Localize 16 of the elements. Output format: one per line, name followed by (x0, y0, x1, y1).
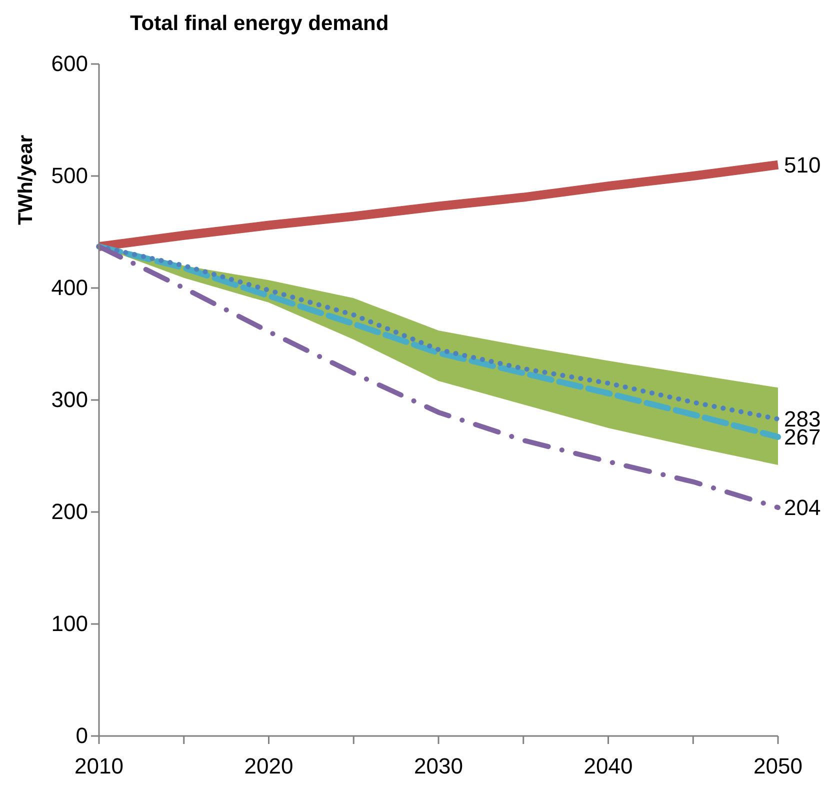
chart-title: Total final energy demand (130, 12, 389, 35)
y-tick-label: 300 (51, 387, 88, 412)
y-tick-label: 0 (76, 723, 88, 748)
y-tick-label: 200 (51, 499, 88, 524)
y-tick-label: 100 (51, 611, 88, 636)
x-tick-label: 2030 (414, 754, 463, 779)
data-label: 510 (784, 152, 821, 178)
y-tick-label: 500 (51, 163, 88, 188)
y-axis-title: TWh/year (15, 134, 37, 226)
x-tick-label: 2020 (244, 754, 294, 779)
y-tick-label: 600 (51, 51, 88, 76)
x-tick-label: 2040 (584, 754, 633, 779)
x-tick-label: 2050 (754, 754, 802, 779)
data-label: 204 (784, 495, 821, 520)
x-tick-label: 2010 (74, 754, 124, 779)
y-tick-label: 400 (51, 275, 88, 300)
